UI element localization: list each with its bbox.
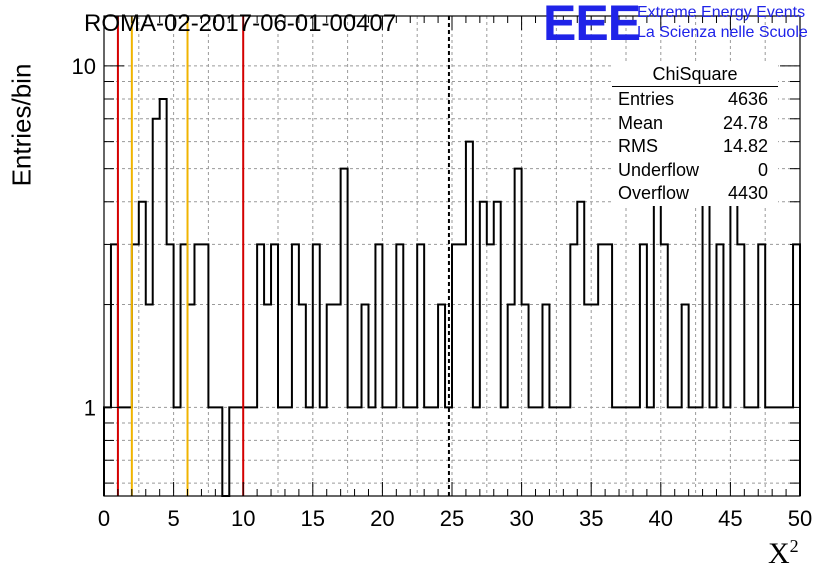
histogram-series [103, 97, 801, 497]
stats-value: 0 [757, 159, 768, 180]
stats-value: 14.82 [722, 136, 768, 156]
stats-row: Entries 4636 [612, 87, 778, 111]
x-tick-label: 0 [98, 506, 110, 531]
stats-label: Overflow [618, 183, 690, 203]
logo-line-1: Extreme Energy Events [637, 4, 806, 21]
stats-row: Mean 24.78 [612, 111, 778, 135]
stats-row: Overflow 4430 [612, 181, 778, 205]
x-tick-label: 5 [167, 506, 179, 531]
logo-line-2: La Scienza nelle Scuole [637, 24, 808, 41]
x-tick-label: 20 [370, 506, 394, 531]
stats-value: 4636 [727, 89, 768, 109]
x-tick-label: 15 [301, 506, 325, 531]
stats-row: RMS 14.82 [612, 134, 778, 158]
stats-label: Underflow [618, 159, 700, 180]
eee-logo-mark: EEE [543, 0, 641, 51]
stats-value: 24.78 [722, 112, 768, 133]
stats-row: Underflow 0 [612, 158, 778, 182]
stats-box: ChiSquare Entries 4636 Mean 24.78 RMS 14… [612, 62, 778, 206]
x-tick-label: 25 [440, 506, 464, 531]
stats-value: 4430 [727, 183, 768, 203]
y-tick-label: 1 [84, 395, 96, 420]
stats-label: Entries [618, 89, 675, 109]
stats-title: ChiSquare [612, 62, 778, 87]
x-tick-label: 10 [231, 506, 255, 531]
x-tick-label: 40 [649, 506, 673, 531]
stats-label: RMS [618, 136, 658, 156]
y-tick-label: 10 [72, 54, 96, 79]
x-axis-label-base: X [768, 537, 790, 570]
y-axis-label-box: Entries/bin [2, 60, 42, 190]
x-tick-label: 30 [509, 506, 533, 531]
stats-label: Mean [618, 112, 664, 133]
x-tick-label: 35 [579, 506, 603, 531]
x-tick-label: 50 [788, 506, 812, 531]
x-axis-label: X2 [768, 536, 799, 571]
y-axis-label: Entries/bin [6, 63, 37, 187]
x-tick-label: 45 [718, 506, 742, 531]
chart-title: ROMA-02-2017-06-01-00407 [84, 10, 397, 37]
x-axis-label-sup: 2 [789, 536, 799, 556]
